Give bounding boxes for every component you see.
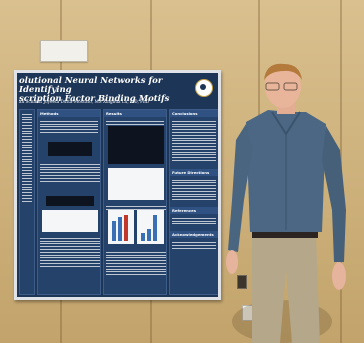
poster-title: olutional Neural Networks for Identifyin… xyxy=(19,77,199,104)
wall-outlet xyxy=(237,275,247,289)
glasses-icon xyxy=(283,82,298,91)
methods-figure-diagram xyxy=(42,210,98,232)
bar xyxy=(118,217,122,241)
conclusions-heading: Conclusions xyxy=(170,110,218,117)
left-hand xyxy=(226,250,238,274)
poster-title-line-1: olutional Neural Networks for Identifyin… xyxy=(19,76,163,95)
references-heading: References xyxy=(170,206,218,214)
poster-column-methods: Methods xyxy=(37,109,101,295)
poster-column-left xyxy=(19,109,35,295)
results-bar-chart-2 xyxy=(137,210,164,244)
acknowledgements-heading: Acknowledgements xyxy=(170,231,218,239)
methods-heading: Methods xyxy=(38,110,100,117)
research-poster: olutional Neural Networks for Identifyin… xyxy=(14,70,221,300)
poster-column-results: Results xyxy=(103,109,167,295)
methods-figure-dark xyxy=(48,142,92,156)
belt xyxy=(252,229,318,238)
bar xyxy=(112,221,116,241)
results-line-chart xyxy=(108,168,164,200)
poster-column-conclusions: Conclusions Future Directions References… xyxy=(169,109,218,295)
poster-authors: an Schmitt Joyeeta Dutta-Moscato, MS Xin… xyxy=(19,99,150,104)
bar xyxy=(141,233,145,241)
left-arm xyxy=(228,124,252,252)
results-heading: Results xyxy=(104,110,166,117)
university-seal-icon xyxy=(195,79,213,97)
future-directions-heading: Future Directions xyxy=(170,168,218,176)
right-hand xyxy=(332,262,346,290)
results-bar-chart-1 xyxy=(108,210,134,244)
methods-figure-network xyxy=(46,196,94,206)
hair xyxy=(264,63,302,80)
wall-sign xyxy=(40,40,88,62)
poster-title-line-2: scription Factor Binding Motifs xyxy=(19,94,170,104)
head xyxy=(265,64,301,108)
glasses-icon xyxy=(265,82,280,91)
right-arm xyxy=(322,126,346,262)
khaki-pants xyxy=(252,236,320,343)
results-table xyxy=(108,126,164,164)
bar xyxy=(153,215,157,241)
bar xyxy=(147,229,151,241)
bar xyxy=(124,215,128,241)
